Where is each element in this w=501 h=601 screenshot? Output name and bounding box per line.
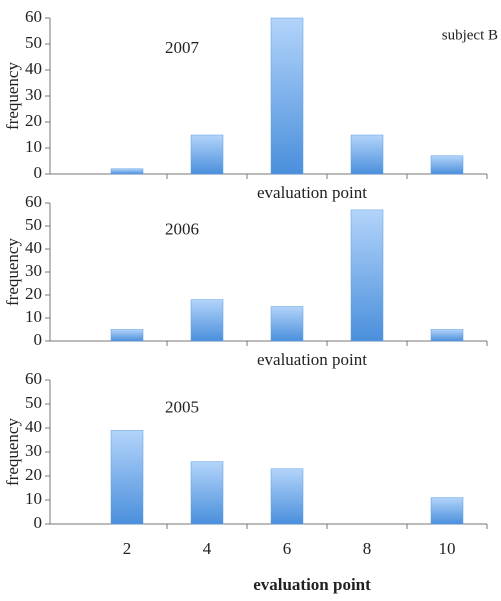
bar bbox=[190, 134, 224, 175]
y-tick-label: 20 bbox=[25, 111, 42, 130]
bar bbox=[270, 306, 304, 342]
y-tick-label: 30 bbox=[25, 85, 42, 104]
y-tick-label: 10 bbox=[25, 307, 42, 326]
y-tick-label: 20 bbox=[25, 284, 42, 303]
bar bbox=[110, 329, 144, 342]
y-tick-label: 20 bbox=[25, 465, 42, 484]
x-axis-label: evaluation point bbox=[253, 575, 371, 594]
x-axis-label: evaluation point bbox=[257, 183, 367, 202]
bar bbox=[350, 134, 384, 175]
y-tick-label: 50 bbox=[25, 33, 42, 52]
y-tick-label: 40 bbox=[25, 238, 42, 257]
x-tick-label: 8 bbox=[363, 539, 372, 558]
bar bbox=[190, 299, 224, 342]
bar bbox=[270, 468, 304, 525]
y-tick-label: 60 bbox=[25, 369, 42, 388]
y-tick-label: 60 bbox=[25, 192, 42, 211]
y-tick-label: 60 bbox=[25, 7, 42, 26]
y-tick-label: 40 bbox=[25, 59, 42, 78]
y-tick-label: 0 bbox=[34, 330, 43, 349]
y-tick-label: 50 bbox=[25, 215, 42, 234]
y-tick-label: 30 bbox=[25, 441, 42, 460]
y-tick-label: 0 bbox=[34, 163, 43, 182]
bar bbox=[190, 461, 224, 525]
bar bbox=[110, 430, 144, 525]
bar bbox=[110, 168, 144, 175]
annotation: 2007 bbox=[165, 38, 200, 57]
bar bbox=[430, 497, 464, 525]
y-tick-label: 50 bbox=[25, 393, 42, 412]
y-axis-label: frequency bbox=[3, 62, 22, 130]
y-tick-label: 40 bbox=[25, 417, 42, 436]
annotation: 2006 bbox=[165, 220, 199, 239]
x-axis-label: evaluation point bbox=[257, 350, 367, 369]
y-axis-label: frequency bbox=[3, 238, 22, 306]
y-tick-label: 10 bbox=[25, 489, 42, 508]
bar bbox=[270, 17, 304, 175]
y-tick-label: 10 bbox=[25, 137, 42, 156]
y-tick-label: 0 bbox=[34, 513, 43, 532]
y-axis-label: frequency bbox=[3, 418, 22, 486]
note: subject B bbox=[442, 27, 498, 43]
bar bbox=[350, 209, 384, 342]
x-tick-label: 10 bbox=[439, 539, 456, 558]
x-tick-label: 2 bbox=[123, 539, 132, 558]
bar bbox=[430, 155, 464, 175]
x-tick-label: 4 bbox=[203, 539, 212, 558]
x-tick-label: 6 bbox=[283, 539, 292, 558]
annotation: 2005 bbox=[165, 398, 199, 417]
bar bbox=[430, 329, 464, 342]
y-tick-label: 30 bbox=[25, 261, 42, 280]
